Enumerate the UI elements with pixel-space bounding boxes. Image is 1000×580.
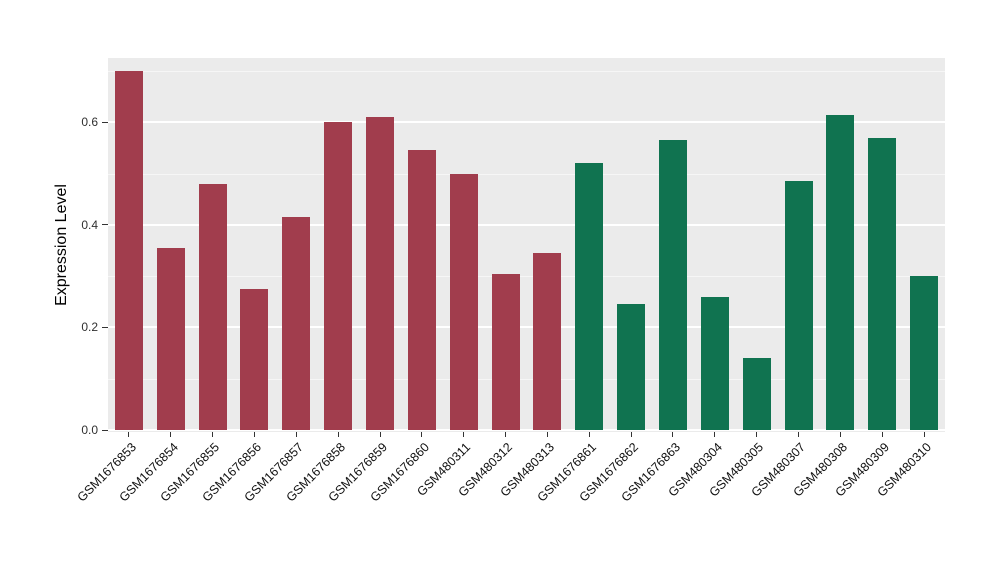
minor-gridline [108,378,945,380]
bar-GSM480307 [784,181,813,430]
bar-GSM1676858 [324,122,353,430]
major-gridline [108,326,945,329]
bar-GSM1676854 [156,247,185,430]
bar-GSM1676859 [366,117,395,430]
x-tick [295,432,297,437]
x-tick [714,432,716,437]
bar-GSM1676862 [617,304,646,430]
major-gridline [108,223,945,226]
bar-GSM1676860 [407,150,436,430]
x-tick [839,432,841,437]
x-tick [421,432,423,437]
minor-gridline [108,276,945,278]
x-tick [128,432,130,437]
bar-GSM480309 [868,137,897,430]
y-tick [102,224,108,226]
major-gridline [108,429,945,431]
y-tick [102,121,108,123]
bar-GSM480313 [533,253,562,430]
x-tick [505,432,507,437]
x-tick [630,432,632,437]
bar-GSM1676857 [282,217,311,430]
y-tick-label: 0.0 [81,423,98,437]
x-tick [588,432,590,437]
bar-GSM1676855 [198,183,227,430]
bar-GSM1676856 [240,288,269,430]
major-gridline [108,121,945,124]
minor-gridline [108,70,945,72]
x-tick [923,432,925,437]
bar-GSM480308 [826,114,855,430]
bar-GSM480312 [491,273,520,430]
x-tick [756,432,758,437]
x-tick [212,432,214,437]
bar-GSM1676861 [575,163,604,430]
bar-GSM480310 [910,276,939,430]
bar-GSM480304 [700,296,729,430]
y-tick [102,326,108,328]
plot-panel [108,58,945,432]
y-tick-label: 0.6 [81,115,98,130]
y-axis-title: Expression Level [53,184,70,306]
x-tick [253,432,255,437]
x-tick [337,432,339,437]
x-tick [463,432,465,437]
bar-GSM1676853 [114,70,143,430]
bar-GSM480305 [742,358,771,430]
x-tick [379,432,381,437]
x-tick [881,432,883,437]
x-tick [672,432,674,437]
y-tick [102,429,108,431]
y-tick-label: 0.2 [81,320,98,335]
bar-GSM1676863 [658,140,687,430]
x-tick [170,432,172,437]
x-tick [798,432,800,437]
bar-GSM480311 [449,173,478,430]
x-tick [546,432,548,437]
minor-gridline [108,173,945,175]
y-tick-label: 0.4 [81,217,98,232]
